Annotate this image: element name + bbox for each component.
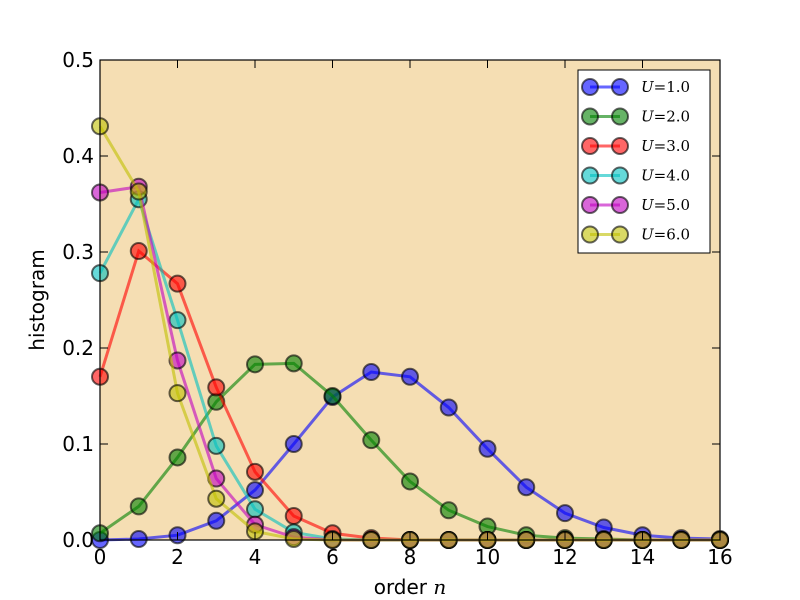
data-point [168,274,187,293]
legend-marker [581,196,599,214]
data-point [439,398,458,417]
data-point [401,367,419,386]
legend-marker [611,196,629,214]
data-point [284,507,303,525]
data-point [129,182,148,201]
legend-marker [611,137,629,155]
data-point [478,439,497,458]
legend-marker [581,166,599,185]
x-tick-label: 8 [404,545,417,569]
y-tick-label: 0.4 [62,144,94,168]
legend-label: U=1.0 [641,78,690,96]
legend-label: U=6.0 [641,226,690,244]
legend-marker [611,107,629,126]
legend-label: U=4.0 [641,167,690,185]
x-tick-label: 6 [326,545,339,569]
data-point [168,384,187,403]
data-point [246,355,264,374]
legend-marker [611,78,629,96]
legend-marker [581,78,599,96]
legend-entry: U=1.0 [581,78,690,96]
data-point [556,504,574,523]
data-point [246,481,264,500]
legend-marker [581,225,599,244]
data-point [129,497,148,516]
data-point [129,530,148,549]
data-point [284,354,303,373]
data-point [207,511,226,530]
ticks-layer: 0 2 4 6 8 10 12 14 16 0.0 0.1 0.2 0.3 0.4 0.5 [62,48,733,569]
y-tick-label: 0.2 [62,336,94,360]
x-tick-label: 14 [630,545,655,569]
legend-entry: U=2.0 [581,107,690,126]
data-point [207,378,226,397]
data-point [362,431,381,450]
data-point [401,472,419,491]
x-tick-label: 0 [94,545,107,569]
legend-box [577,69,711,254]
legend-entry: U=6.0 [581,225,690,244]
data-point [517,478,536,497]
legend-label: U=3.0 [641,137,690,155]
data-point [246,500,264,519]
legend-label: U=2.0 [641,108,690,126]
legend: U=1.0 U=2.0 U=3.0 U=4.0 U=5.0 U=6.0 [577,69,711,254]
legend-marker [581,107,599,126]
x-tick-label: 2 [171,545,184,569]
data-point [362,363,381,381]
data-point [246,462,264,481]
data-point [168,311,187,330]
data-point [284,435,303,453]
data-point [168,448,187,467]
data-point [284,530,303,549]
y-tick-label: 0.0 [62,528,94,552]
y-tick-label: 0.3 [62,240,94,264]
y-axis-label: histogram [25,249,49,350]
data-point [207,489,226,508]
x-tick-label: 12 [552,545,577,569]
x-tick-label: 16 [707,545,732,569]
data-point [439,501,458,520]
legend-marker [611,225,629,244]
data-point [207,436,226,455]
legend-label: U=5.0 [641,196,690,214]
legend-marker [581,137,599,155]
data-point [323,387,342,405]
x-axis-label: order n [374,575,447,599]
x-tick-label: 10 [475,545,500,569]
legend-marker [611,166,629,185]
y-tick-label: 0.1 [62,432,94,456]
y-tick-label: 0.5 [62,48,94,72]
legend-entry: U=4.0 [581,166,690,185]
legend-entry: U=5.0 [581,196,690,214]
legend-entry: U=3.0 [581,137,690,155]
x-tick-label: 4 [249,545,262,569]
data-point [129,242,148,261]
